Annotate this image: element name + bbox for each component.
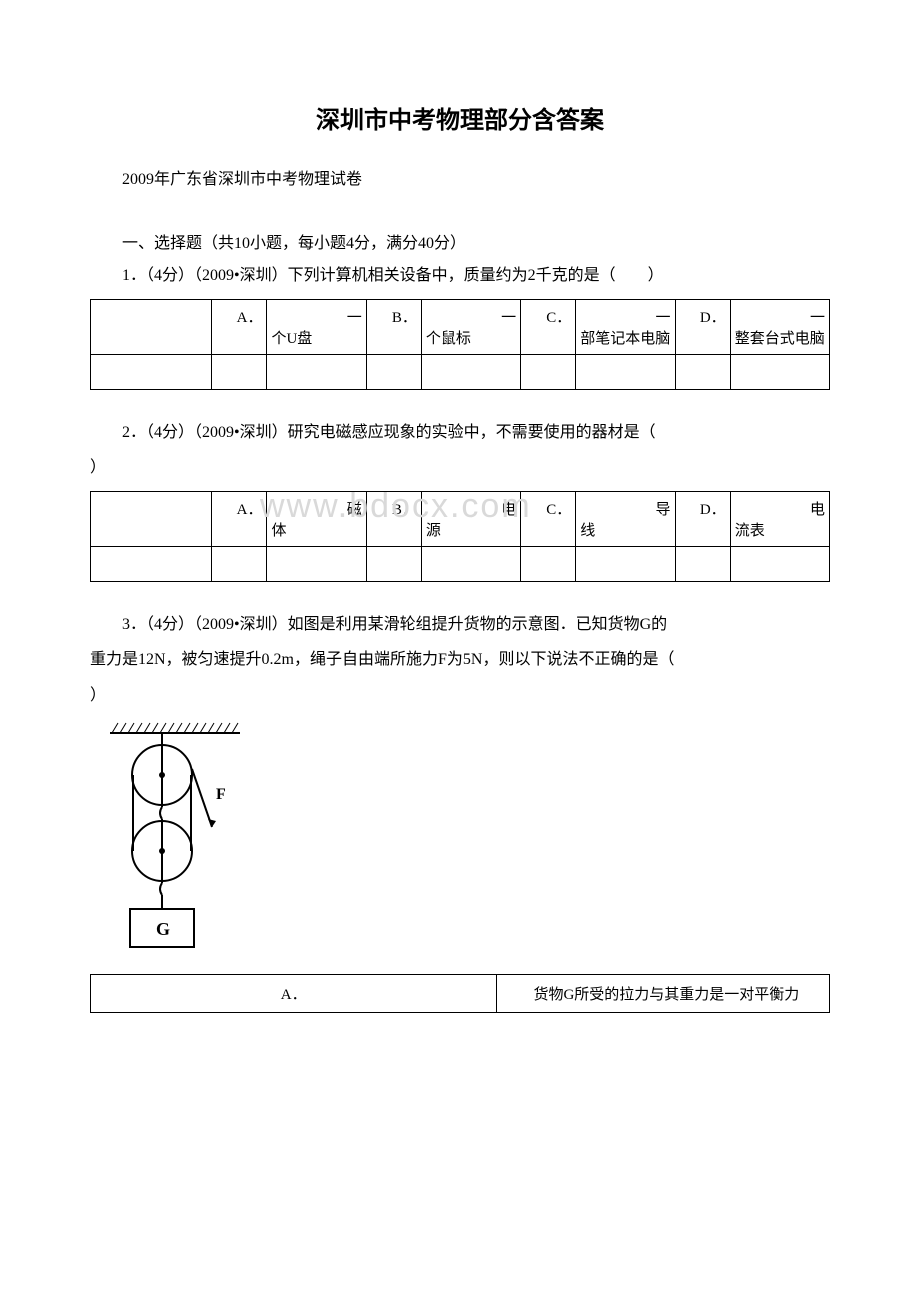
q3-stem-line2: 重力是12N，被匀速提升0.2m，绳子自由端所施力F为5N，则以下说法不正确的是… xyxy=(90,647,830,673)
table-row xyxy=(91,354,830,389)
q1-opt-b-top: 一 xyxy=(426,306,516,327)
q1-opt-d-letter: D． xyxy=(675,299,730,354)
q3-stem-line1: 3．（4分）（2009•深圳）如图是利用某滑轮组提升货物的示意图．已知货物G的 xyxy=(90,612,830,638)
q1-opt-d-top: 一 xyxy=(735,306,825,327)
q2-opt-b-rest: 源 xyxy=(426,519,516,540)
q1-options-table: A． 一 个U盘 B． 一 个鼠标 C． 一 部笔记本电脑 D． 一 整套台式电… xyxy=(90,299,830,390)
q2-options-table: A． 磁 体 B． 电 源 C． 导 线 D． 电 流表 xyxy=(90,491,830,582)
table-row: A． 货物G所受的拉力与其重力是一对平衡力 xyxy=(91,974,830,1012)
q1-opt-b-rest: 个鼠标 xyxy=(426,327,516,348)
q1-opt-a-letter: A． xyxy=(212,299,267,354)
q2-opt-c-top: 导 xyxy=(580,498,670,519)
q2-opt-d-letter: D． xyxy=(675,491,730,546)
q1-opt-a-text: 一 个U盘 xyxy=(267,299,366,354)
table-row xyxy=(91,546,830,581)
table-row: A． 一 个U盘 B． 一 个鼠标 C． 一 部笔记本电脑 D． 一 整套台式电… xyxy=(91,299,830,354)
q1-opt-d-text: 一 整套台式电脑 xyxy=(730,299,829,354)
q2-stem-line1: 2．（4分）（2009•深圳）研究电磁感应现象的实验中，不需要使用的器材是（ xyxy=(90,420,830,446)
q2-opt-b-top: 电 xyxy=(426,498,516,519)
q3-answer-letter: A． xyxy=(91,974,497,1012)
q2-opt-d-rest: 流表 xyxy=(735,519,825,540)
q1-opt-c-top: 一 xyxy=(580,306,670,327)
page-title: 深圳市中考物理部分含答案 xyxy=(90,100,830,135)
table-row: A． 磁 体 B． 电 源 C． 导 线 D． 电 流表 xyxy=(91,491,830,546)
q1-stem: 1．（4分）（2009•深圳）下列计算机相关设备中，质量约为2千克的是（ ） xyxy=(90,263,830,289)
q2-opt-a-letter: A． xyxy=(212,491,267,546)
q1-opt-c-letter: C． xyxy=(521,299,576,354)
q1-opt-c-rest: 部笔记本电脑 xyxy=(580,327,670,348)
q2-opt-a-rest: 体 xyxy=(271,519,361,540)
figure-f-label: F xyxy=(216,786,226,803)
q1-opt-a-rest: 个U盘 xyxy=(271,327,361,348)
figure-g-label: G xyxy=(156,919,170,939)
q2-opt-d-text: 电 流表 xyxy=(730,491,829,546)
q2-opt-b-letter: B． xyxy=(366,491,421,546)
pulley-diagram: F G xyxy=(100,719,830,964)
q1-opt-b-letter: B． xyxy=(366,299,421,354)
q2-opt-c-rest: 线 xyxy=(580,519,670,540)
q2-stem-line2: ） xyxy=(90,455,830,481)
q1-opt-b-text: 一 个鼠标 xyxy=(421,299,520,354)
q2-opt-a-text: 磁 体 xyxy=(267,491,366,546)
table-cell xyxy=(91,491,212,546)
q3-answer-text: 货物G所受的拉力与其重力是一对平衡力 xyxy=(497,974,830,1012)
exam-subtitle: 2009年广东省深圳市中考物理试卷 xyxy=(90,165,830,189)
q2-opt-a-top: 磁 xyxy=(271,498,361,519)
section-1-heading: 一、选择题（共10小题，每小题4分，满分40分） xyxy=(90,229,830,253)
q1-opt-a-top: 一 xyxy=(271,306,361,327)
q2-opt-c-letter: C． xyxy=(521,491,576,546)
q1-opt-c-text: 一 部笔记本电脑 xyxy=(576,299,675,354)
q2-opt-b-text: 电 源 xyxy=(421,491,520,546)
q2-opt-d-top: 电 xyxy=(735,498,825,519)
q1-opt-d-rest: 整套台式电脑 xyxy=(735,327,825,348)
q3-stem-line3: ） xyxy=(90,683,830,709)
q2-opt-c-text: 导 线 xyxy=(576,491,675,546)
table-cell xyxy=(91,299,212,354)
q3-answer-table: A． 货物G所受的拉力与其重力是一对平衡力 xyxy=(90,974,830,1013)
